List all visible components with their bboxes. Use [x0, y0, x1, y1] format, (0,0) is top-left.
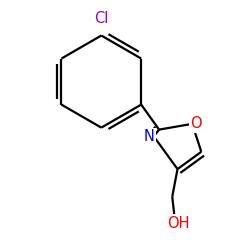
Text: OH: OH	[167, 216, 189, 230]
Text: N: N	[144, 129, 154, 144]
Text: O: O	[190, 116, 202, 131]
Text: Cl: Cl	[94, 10, 108, 26]
